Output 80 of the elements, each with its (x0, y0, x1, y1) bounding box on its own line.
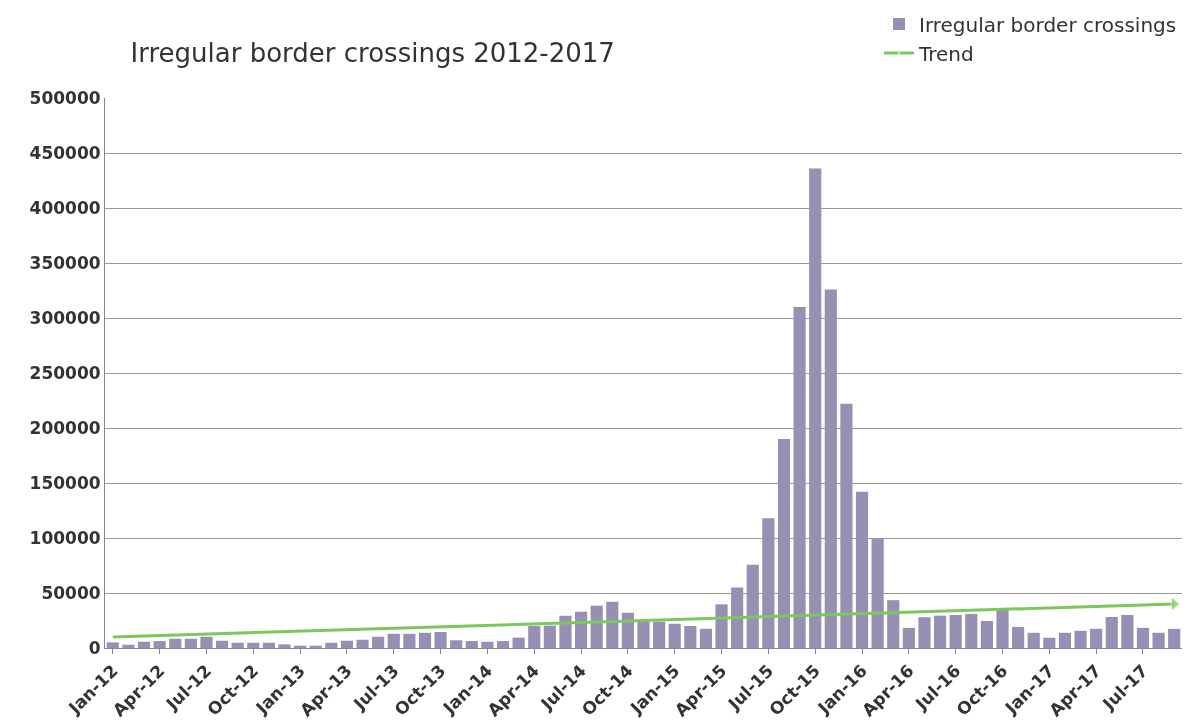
bar (809, 168, 822, 648)
bar (1058, 632, 1072, 648)
y-tick-label: 250000 (29, 362, 101, 383)
bar (434, 632, 447, 648)
bar (340, 640, 354, 648)
y-tick-label: 200000 (29, 417, 101, 438)
bar (278, 644, 291, 648)
legend-label: Irregular border crossings (919, 12, 1177, 37)
bar (200, 636, 213, 648)
bar (418, 632, 432, 648)
bar (387, 633, 400, 648)
y-tick-label: 150000 (29, 472, 101, 493)
bar (902, 627, 915, 648)
bar (824, 289, 837, 648)
bar (1152, 632, 1165, 648)
bar (684, 626, 697, 648)
bar (606, 601, 619, 648)
bar (762, 518, 775, 648)
bar (980, 620, 993, 648)
bar (653, 621, 666, 648)
bar (403, 633, 416, 648)
bar (793, 307, 806, 648)
bar (668, 623, 681, 648)
y-tick-label: 450000 (29, 142, 101, 163)
bar (965, 613, 978, 648)
bar (215, 640, 229, 648)
y-tick-label: 100000 (29, 527, 101, 548)
bar (481, 641, 494, 648)
bar (637, 620, 650, 648)
bar (887, 600, 900, 648)
bar (621, 612, 634, 648)
bar (512, 637, 525, 648)
y-tick-label: 500000 (29, 87, 101, 108)
bar (855, 491, 869, 648)
bar (528, 626, 541, 648)
bar (918, 617, 931, 648)
bar (169, 638, 182, 648)
y-tick-label: 0 (88, 637, 101, 658)
bar (137, 641, 151, 648)
bar (106, 642, 119, 648)
bar (933, 615, 947, 648)
bar (871, 539, 884, 648)
bar (840, 403, 853, 648)
bar (996, 608, 1009, 648)
bar (1121, 615, 1134, 648)
bar (1090, 628, 1103, 648)
bar (1012, 626, 1025, 648)
chart-title: Irregular border crossings 2012-2017 (130, 37, 615, 68)
bar (699, 628, 713, 648)
bar (590, 605, 603, 648)
y-tick-label: 400000 (29, 197, 101, 218)
bar (231, 642, 244, 648)
bar (465, 641, 478, 648)
bar (496, 641, 510, 648)
bar (1105, 616, 1118, 648)
y-tick-label: 50000 (41, 582, 101, 603)
bar (559, 615, 572, 648)
bar (1043, 637, 1056, 648)
bar (122, 644, 135, 648)
bar (731, 587, 744, 648)
bar (777, 439, 791, 648)
bar (153, 641, 166, 648)
y-tick-label: 350000 (29, 252, 101, 273)
bar (746, 564, 759, 648)
bar (1136, 627, 1150, 648)
bar (325, 642, 338, 648)
bar (1074, 630, 1087, 648)
y-tick-label: 300000 (29, 307, 101, 328)
bar (949, 615, 962, 648)
bar (247, 642, 260, 648)
bar (372, 636, 385, 648)
bar (450, 640, 463, 648)
legend-label: Trend (918, 41, 974, 66)
bar (356, 639, 369, 648)
bar (184, 638, 197, 648)
bar (1168, 628, 1181, 648)
bar (1027, 632, 1040, 648)
bar (715, 604, 728, 648)
bar (543, 625, 556, 648)
bar (262, 642, 275, 648)
